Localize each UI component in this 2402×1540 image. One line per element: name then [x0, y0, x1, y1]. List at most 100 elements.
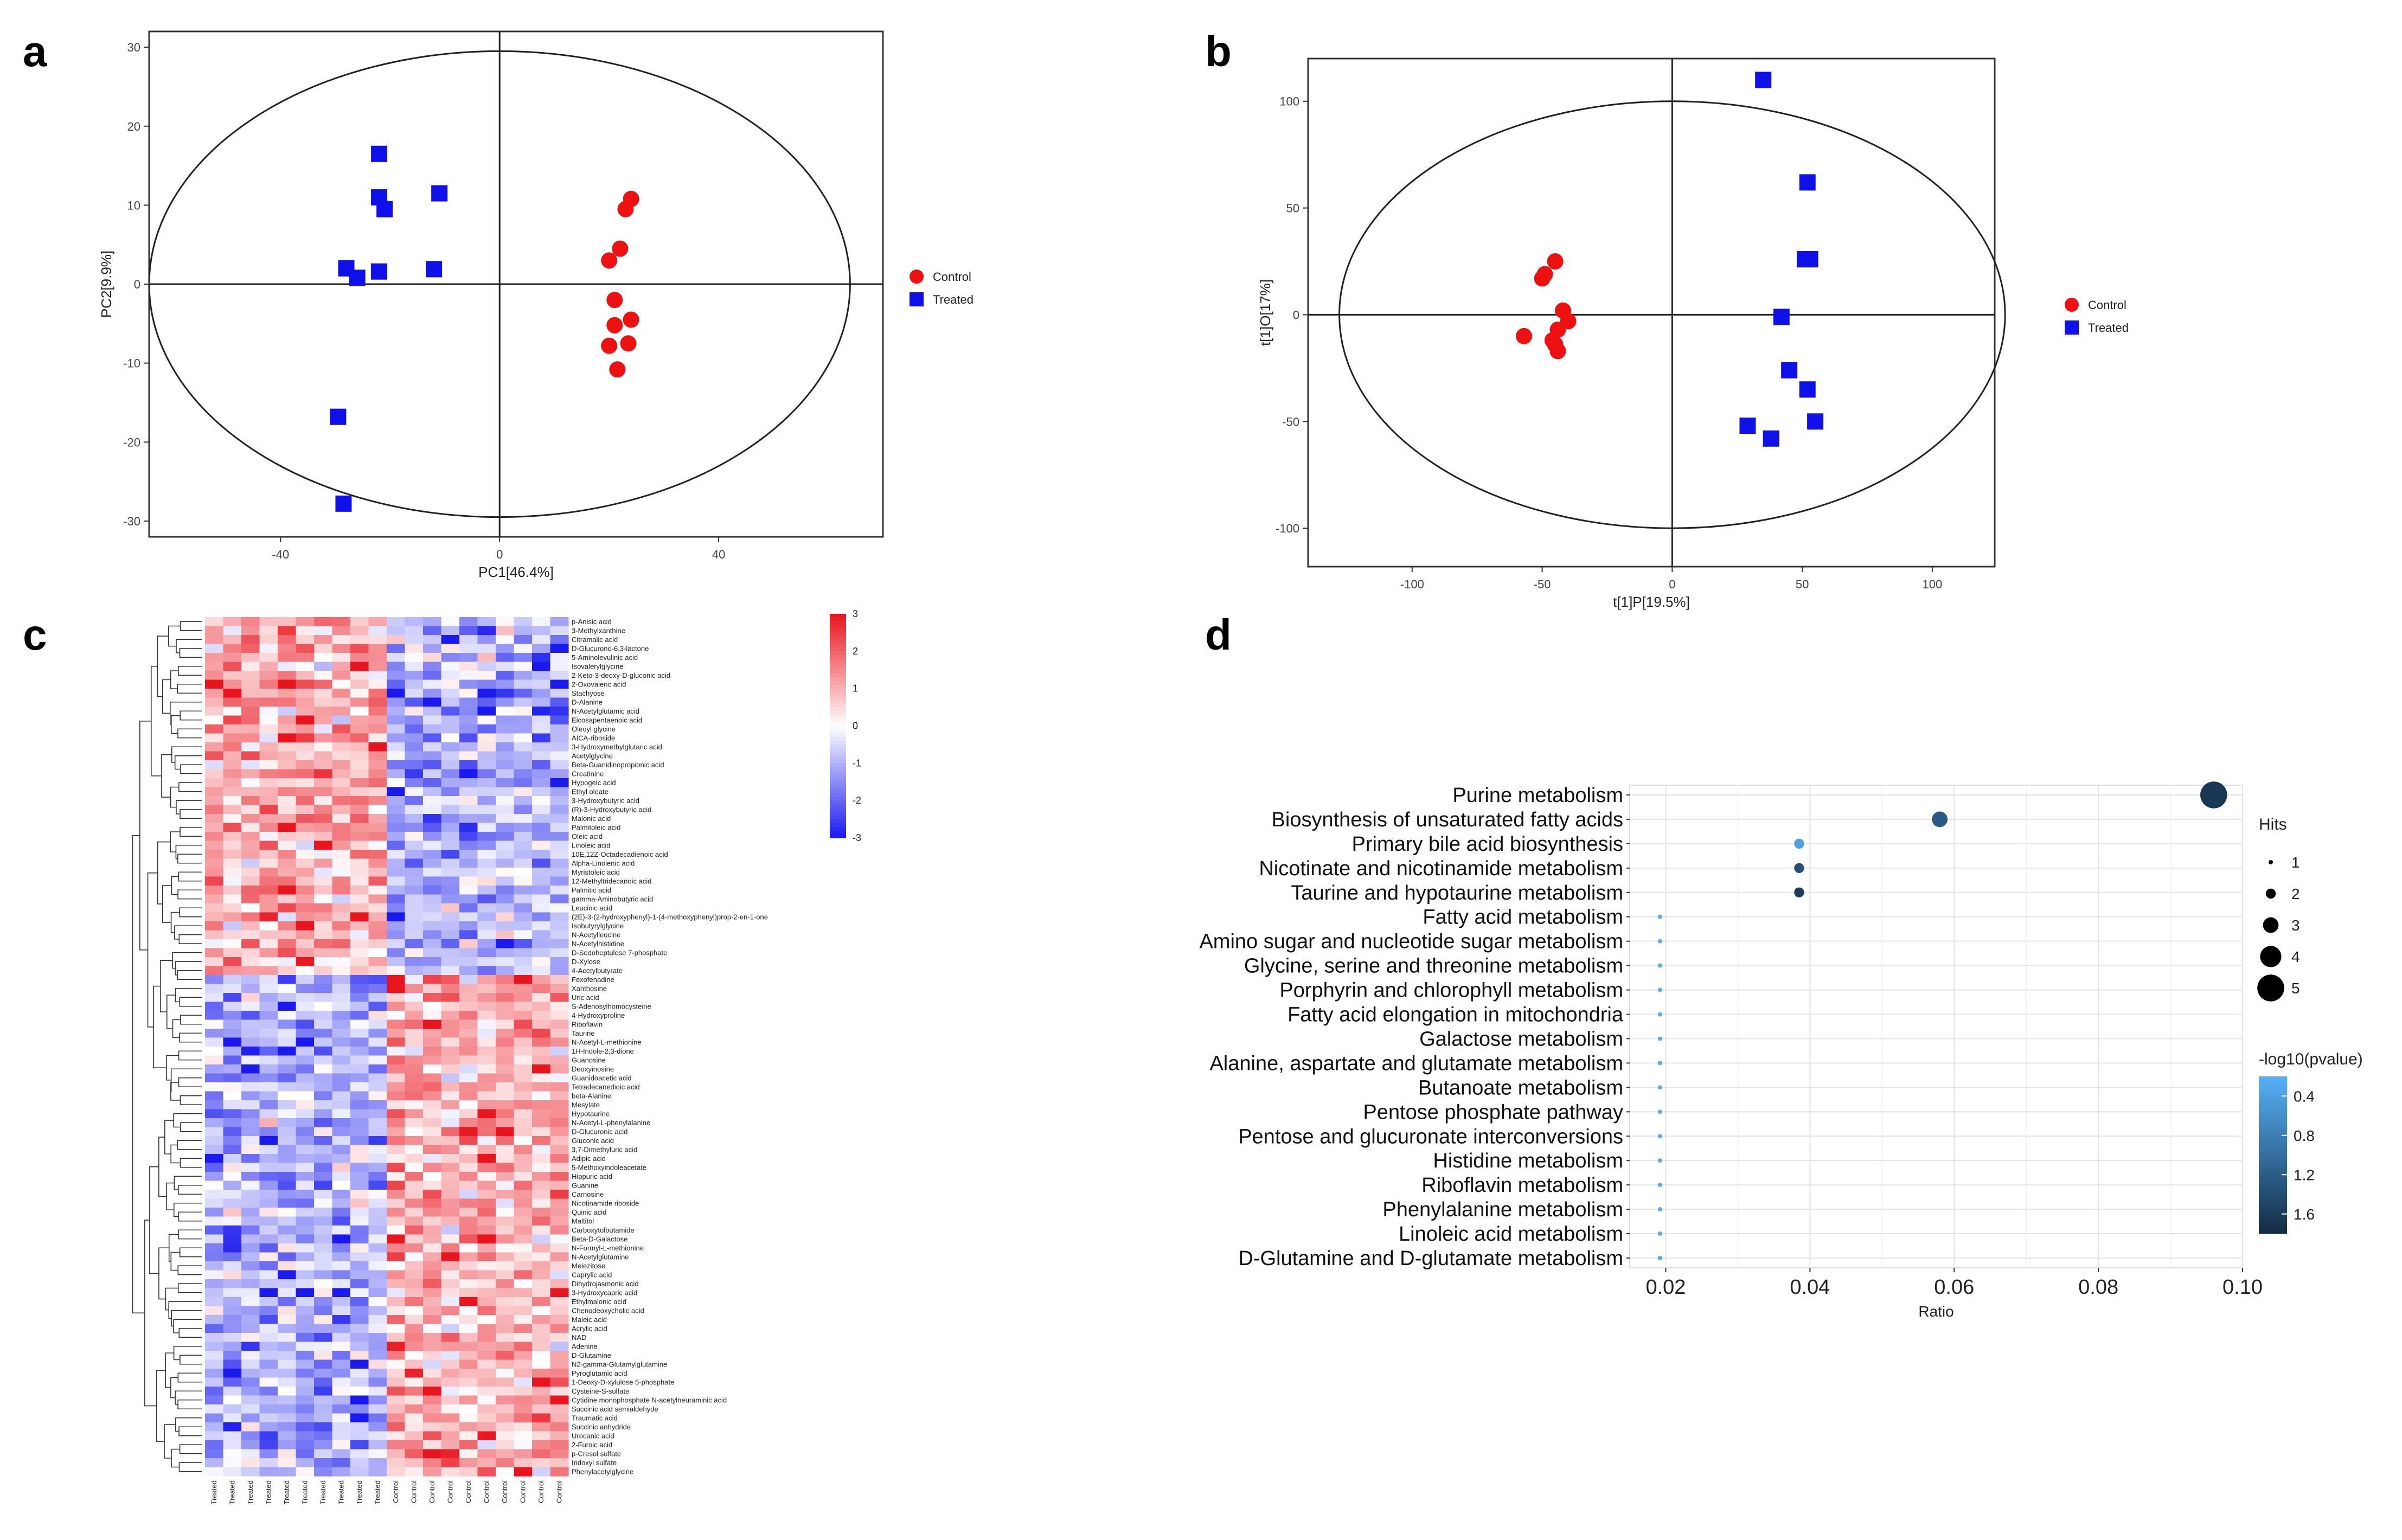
- treated-point: [349, 270, 366, 286]
- heatmap-cell: [387, 850, 406, 859]
- heatmap-cell: [332, 1019, 351, 1029]
- heatmap-cell: [496, 1333, 515, 1343]
- treated-point: [1802, 251, 1818, 268]
- heatmap-cell: [387, 1002, 406, 1011]
- heatmap-cell: [423, 1055, 442, 1065]
- heatmap-row-label: Deoxyinosine: [572, 1065, 614, 1073]
- heatmap-cell: [532, 1359, 551, 1369]
- heatmap-cell: [278, 823, 297, 832]
- color-legend-segment: [2259, 1114, 2287, 1118]
- colorbar-segment: [830, 673, 846, 678]
- heatmap-cell: [368, 823, 387, 832]
- heatmap-cell: [223, 796, 242, 806]
- heatmap-cell: [278, 1180, 297, 1190]
- pathway-name-label: Linoleic acid metabolism: [1399, 1223, 1623, 1246]
- heatmap-cell: [459, 1216, 478, 1226]
- x-tick-label: 100: [1923, 578, 1943, 591]
- heatmap-cell: [278, 1127, 297, 1137]
- heatmap-cell: [405, 644, 424, 653]
- treated-point: [426, 261, 443, 278]
- heatmap-cell: [259, 778, 278, 788]
- heatmap-cell: [205, 948, 224, 958]
- heatmap-cell: [350, 689, 369, 698]
- heatmap-cell: [477, 1449, 496, 1459]
- heatmap-cell: [405, 1333, 424, 1343]
- heatmap-cell: [532, 671, 551, 681]
- heatmap-cell: [278, 1234, 297, 1244]
- heatmap-cell: [387, 1145, 406, 1154]
- heatmap-cell: [405, 1243, 424, 1253]
- heatmap-cell: [496, 1091, 515, 1101]
- heatmap-cell: [387, 939, 406, 949]
- heatmap-cell: [459, 957, 478, 967]
- heatmap-cell: [441, 957, 460, 967]
- heatmap-cell: [278, 1163, 297, 1172]
- heatmap-cell: [387, 1324, 406, 1333]
- heatmap-cell: [405, 679, 424, 689]
- heatmap-cell: [496, 1297, 515, 1307]
- heatmap-cell: [368, 1243, 387, 1253]
- heatmap-cell: [368, 1315, 387, 1325]
- heatmap-cell: [423, 930, 442, 940]
- heatmap-cell: [441, 689, 460, 698]
- heatmap-cell: [405, 1136, 424, 1146]
- colorbar-segment: [830, 823, 846, 827]
- heatmap-cell: [532, 1029, 551, 1038]
- heatmap-cell: [496, 1351, 515, 1361]
- heatmap-cell: [550, 1037, 569, 1047]
- heatmap-cell: [296, 635, 315, 645]
- color-legend-title: -log10(pvalue): [2259, 1050, 2363, 1068]
- size-legend-label: 3: [2291, 917, 2300, 934]
- size-legend-dot: [2260, 946, 2282, 967]
- heatmap-cell: [459, 1091, 478, 1101]
- heatmap-cell: [441, 1359, 460, 1369]
- heatmap-column-label: Treated: [373, 1480, 381, 1504]
- heatmap-cell: [314, 876, 333, 886]
- heatmap-cell: [205, 1333, 224, 1343]
- heatmap-cell: [532, 626, 551, 636]
- heatmap-cell: [441, 868, 460, 877]
- heatmap-cell: [241, 876, 260, 886]
- heatmap-cell: [350, 1127, 369, 1137]
- heatmap-cell: [405, 1029, 424, 1038]
- heatmap-cell: [477, 939, 496, 949]
- heatmap-cell: [296, 662, 315, 671]
- heatmap-cell: [477, 1100, 496, 1110]
- heatmap-cell: [205, 1216, 224, 1226]
- heatmap-cell: [205, 1261, 224, 1271]
- color-legend-segment: [2259, 1092, 2287, 1096]
- heatmap-cell: [405, 984, 424, 993]
- heatmap-cell: [241, 1369, 260, 1378]
- heatmap-cell: [459, 689, 478, 698]
- heatmap-cell: [278, 903, 297, 913]
- heatmap-cell: [387, 1440, 406, 1450]
- heatmap-cell: [387, 1100, 406, 1110]
- color-legend-segment: [2259, 1089, 2287, 1093]
- heatmap-cell: [423, 760, 442, 770]
- heatmap-cell: [296, 912, 315, 922]
- heatmap-row-label: 2-Furoic acid: [572, 1441, 612, 1449]
- heatmap-cell: [278, 1279, 297, 1289]
- heatmap-cell: [550, 751, 569, 761]
- heatmap-cell: [387, 617, 406, 627]
- heatmap-cell: [459, 1118, 478, 1128]
- colorbar-segment: [830, 640, 846, 644]
- heatmap-cell: [514, 912, 533, 922]
- heatmap-cell: [332, 751, 351, 761]
- heatmap-cell: [477, 1109, 496, 1119]
- heatmap-cell: [259, 769, 278, 779]
- heatmap-cell: [423, 1458, 442, 1468]
- heatmap-cell: [205, 760, 224, 770]
- heatmap-cell: [441, 1118, 460, 1128]
- heatmap-cell: [387, 778, 406, 788]
- heatmap-cell: [368, 1413, 387, 1423]
- heatmap-cell: [296, 832, 315, 842]
- heatmap-cell: [405, 1324, 424, 1333]
- heatmap-cell: [241, 1163, 260, 1172]
- colorbar-segment: [830, 789, 846, 793]
- heatmap-cell: [441, 626, 460, 636]
- heatmap-cell: [459, 912, 478, 922]
- heatmap-cell: [532, 1172, 551, 1182]
- heatmap-column-label: Control: [537, 1480, 545, 1503]
- heatmap-cell: [532, 1431, 551, 1441]
